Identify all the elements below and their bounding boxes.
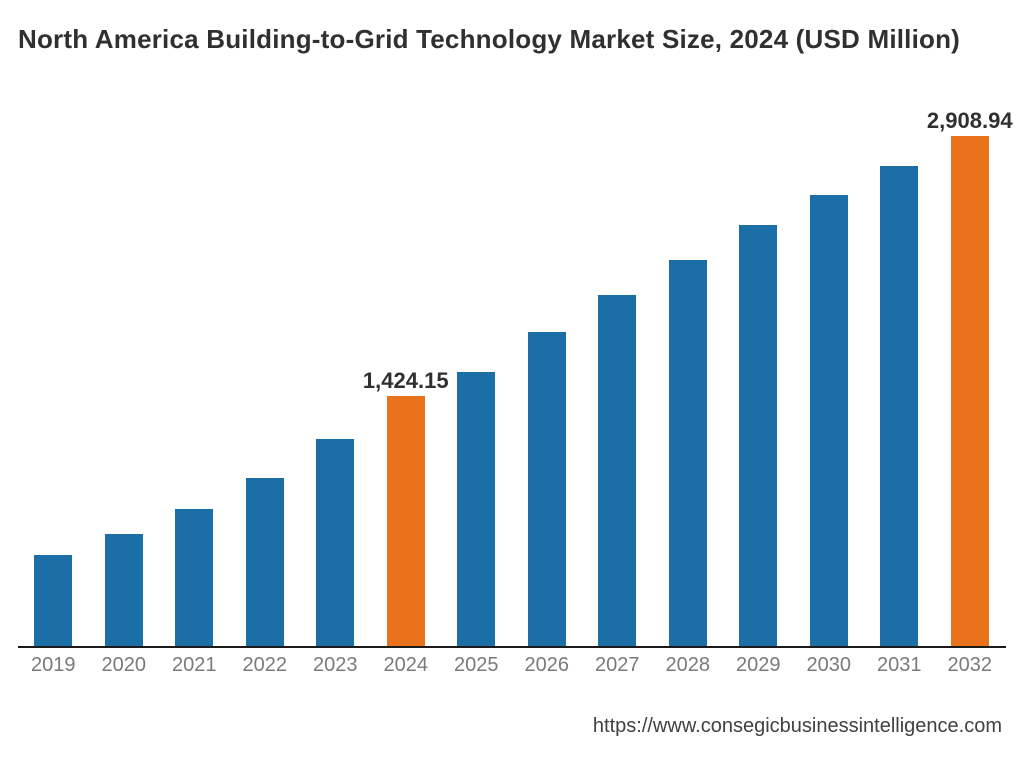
bar-wrap [653, 260, 724, 646]
bar-wrap [18, 555, 89, 646]
bar-wrap [89, 534, 160, 646]
bar-value-label: 2,908.94 [900, 108, 1024, 134]
bar-wrap [512, 332, 583, 646]
bar [598, 295, 636, 646]
bar [175, 509, 213, 646]
x-axis-label: 2032 [935, 654, 1006, 677]
bar-wrap [864, 166, 935, 646]
chart-area: 1,424.152,908.94 20192020202120222023202… [18, 122, 1006, 678]
bar-wrap [794, 195, 865, 646]
x-axis-label: 2026 [512, 654, 583, 677]
x-axis-label: 2025 [441, 654, 512, 677]
source-url: https://www.consegicbusinessintelligence… [0, 715, 1002, 738]
bar [528, 332, 566, 646]
x-axis-label: 2028 [653, 654, 724, 677]
bar [316, 439, 354, 646]
page: North America Building-to-Grid Technolog… [0, 0, 1024, 768]
x-axis-label: 2020 [89, 654, 160, 677]
bar [810, 195, 848, 646]
bar [34, 555, 72, 646]
x-axis-label: 2019 [18, 654, 89, 677]
x-axis-label: 2021 [159, 654, 230, 677]
bar-plot: 1,424.15 2,908.94 [18, 122, 1006, 648]
x-axis-label: 2027 [582, 654, 653, 677]
x-axis-label: 2030 [794, 654, 865, 677]
bar [457, 372, 495, 646]
bar-wrap [300, 439, 371, 646]
bar [387, 396, 425, 646]
bar-wrap [723, 225, 794, 646]
bar-wrap [230, 478, 301, 646]
x-axis-label: 2022 [230, 654, 301, 677]
x-axis-label: 2023 [300, 654, 371, 677]
x-axis-label: 2029 [723, 654, 794, 677]
bar [105, 534, 143, 646]
bar [739, 225, 777, 646]
bar-wrap: 2,908.94 [935, 136, 1006, 646]
bar-wrap: 1,424.15 [371, 396, 442, 646]
bar [669, 260, 707, 646]
bar-wrap [441, 372, 512, 646]
bar [951, 136, 989, 646]
chart-title: North America Building-to-Grid Technolog… [18, 24, 1006, 55]
bar [246, 478, 284, 646]
bar [880, 166, 918, 646]
x-axis-label: 2031 [864, 654, 935, 677]
x-axis-labels: 2019202020212022202320242025202620272028… [18, 648, 1006, 678]
x-axis-label: 2024 [371, 654, 442, 677]
bar-wrap [159, 509, 230, 646]
bar-wrap [582, 295, 653, 646]
